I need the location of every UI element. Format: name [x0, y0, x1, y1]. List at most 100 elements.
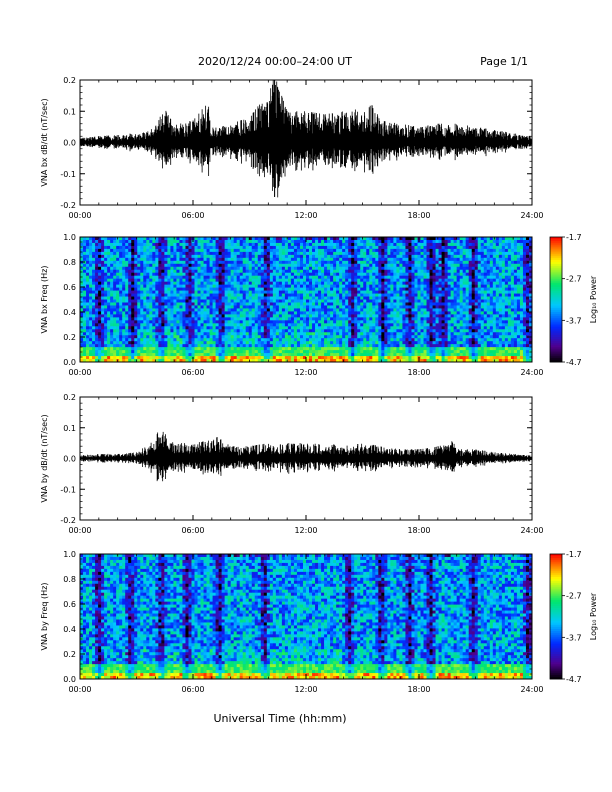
spectrogram-cell: [143, 278, 147, 283]
spectrogram-cell: [131, 287, 135, 291]
spectrogram-cell: [417, 245, 421, 250]
spectrogram-cell: [188, 248, 192, 253]
spectrogram-cell: [143, 311, 147, 315]
spectrogram-cell: [414, 347, 418, 351]
spectrogram-cell: [227, 284, 232, 288]
spectrogram-cell: [360, 353, 364, 357]
spectrogram-cell: [324, 320, 328, 324]
spectrogram-cell: [224, 347, 229, 351]
spectrogram-cell: [227, 329, 232, 333]
spectrogram-cell: [372, 314, 376, 318]
spectrogram-cell: [104, 242, 108, 247]
spectrogram-cell: [80, 269, 84, 274]
spectrogram-cell: [167, 356, 171, 360]
spectrogram-cell: [104, 257, 108, 262]
spectrogram-cell: [173, 254, 177, 259]
spectrogram-cell: [384, 269, 388, 274]
spectrogram-cell: [113, 329, 117, 333]
spectrogram-cell: [426, 245, 430, 250]
spectrogram-cell: [396, 266, 400, 271]
spectrogram-cell: [330, 326, 334, 330]
spectrogram-cell: [312, 308, 316, 312]
spectrogram-cell: [92, 359, 96, 363]
spectrogram-cell: [167, 317, 171, 321]
spectrogram-cell: [420, 239, 424, 244]
spectrogram-cell: [242, 248, 247, 253]
spectrogram-cell: [242, 317, 247, 321]
spectrogram-cell: [336, 302, 340, 306]
spectrogram-cell: [230, 359, 235, 363]
spectrogram-cell: [354, 248, 358, 253]
spectrogram-cell: [405, 329, 409, 333]
spectrogram-cell: [197, 320, 201, 324]
spectrogram-cell: [242, 260, 247, 265]
spectrogram-cell: [173, 281, 177, 286]
spectrogram-cell: [146, 237, 150, 241]
spectrogram-cell: [230, 323, 235, 327]
spectrogram-cell: [227, 314, 232, 318]
spectrogram-cell: [296, 239, 301, 244]
spectrogram-cell: [182, 269, 186, 274]
spectrogram-cell: [263, 317, 268, 321]
spectrogram-cell: [227, 269, 232, 274]
spectrogram-cell: [420, 353, 424, 357]
spectrogram-cell: [366, 239, 370, 244]
spectrogram-cell: [131, 272, 135, 277]
spectrogram-cell: [275, 272, 280, 277]
spectrogram-cell: [149, 263, 153, 268]
spectrogram-cell: [408, 359, 412, 363]
spectrogram-cell: [113, 248, 117, 253]
spectrogram-cell: [209, 257, 213, 262]
spectrogram-cell: [140, 296, 144, 300]
spectrogram-cell: [242, 338, 247, 342]
spectrogram-cell: [206, 269, 210, 274]
spectrogram-cell: [113, 263, 117, 268]
spectrogram-cell: [164, 299, 168, 303]
x-tick-label: 12:00: [294, 211, 317, 220]
spectrogram-cell: [369, 314, 373, 318]
spectrogram-cell: [197, 284, 201, 288]
spectrogram-cell: [98, 296, 102, 300]
spectrogram-cell: [113, 308, 117, 312]
spectrogram-cell: [420, 269, 424, 274]
spectrogram-cell: [321, 302, 325, 306]
spectrogram-cell: [164, 353, 168, 357]
spectrogram-cell: [336, 245, 340, 250]
spectrogram-cell: [158, 257, 162, 262]
spectrogram-cell: [342, 338, 346, 342]
spectrogram-cell: [345, 287, 349, 291]
spectrogram-cell: [426, 302, 430, 306]
spectrogram-cell: [260, 263, 265, 268]
spectrogram-cell: [260, 359, 265, 363]
spectrogram-cell: [284, 254, 289, 259]
spectrogram-cell: [92, 293, 96, 297]
spectrogram-cell: [176, 311, 180, 315]
spectrogram-cell: [122, 272, 126, 277]
spectrogram-cell: [360, 350, 364, 354]
spectrogram-cell: [290, 287, 295, 291]
spectrogram-cell: [336, 308, 340, 312]
spectrogram-cell: [296, 305, 301, 309]
y-tick-label: 0.2: [63, 76, 76, 85]
spectrogram-cell: [224, 284, 229, 288]
spectrogram-cell: [203, 266, 207, 271]
spectrogram-cell: [266, 263, 271, 268]
spectrogram-cell: [146, 356, 150, 360]
spectrogram-cell: [324, 353, 328, 357]
spectrogram-cell: [131, 281, 135, 286]
spectrogram-cell: [161, 239, 165, 244]
spectrogram-cell: [158, 338, 162, 342]
spectrogram-cell: [327, 272, 331, 277]
spectrogram-cell: [233, 323, 238, 327]
spectrogram-cell: [333, 281, 337, 286]
spectrogram-cell: [302, 278, 307, 283]
spectrogram-cell: [290, 353, 295, 357]
spectrogram-cell: [122, 248, 126, 253]
spectrogram-cell: [155, 257, 159, 262]
spectrogram-cell: [402, 302, 406, 306]
spectrogram-cell: [360, 278, 364, 283]
spectrogram-cell: [321, 281, 325, 286]
spectrogram-cell: [236, 305, 241, 309]
spectrogram-cell: [348, 317, 352, 321]
spectrogram-cell: [125, 248, 129, 253]
